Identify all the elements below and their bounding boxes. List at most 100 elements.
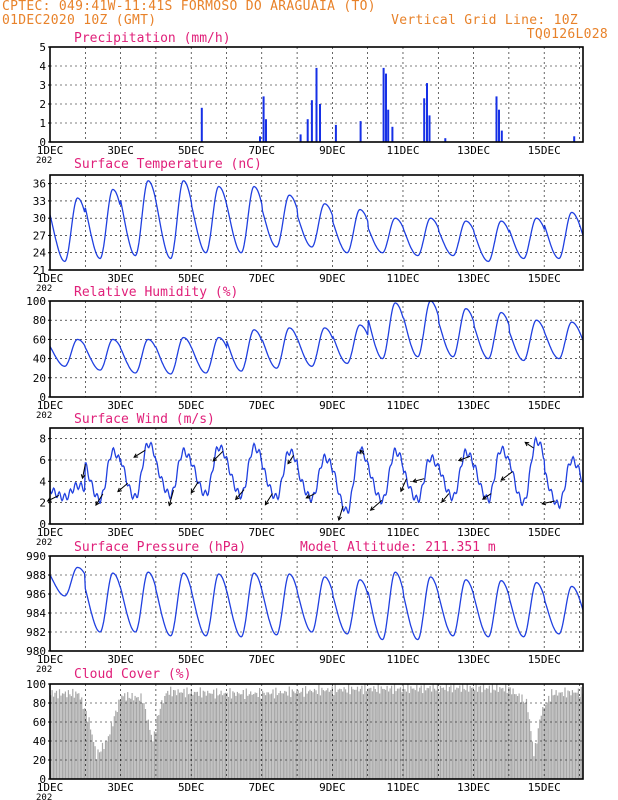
cloud-bar <box>204 691 206 779</box>
cloud-bar <box>97 749 99 779</box>
cloud-bar <box>167 690 169 779</box>
cloud-bar <box>177 689 179 779</box>
header-model-code: TQ0126L028 <box>526 27 608 42</box>
x-tick-label: 7DEC <box>249 272 276 285</box>
cloud-bar <box>153 731 155 779</box>
panel-subtitle: Model Altitude: 211.351 m <box>300 540 496 555</box>
cloud-bar <box>287 695 289 779</box>
cloud-bar <box>297 690 299 779</box>
wind-arrow-head <box>441 497 446 503</box>
cloud-bar <box>349 694 351 779</box>
wind-arrow-shaft <box>482 493 492 500</box>
cloud-cover-bars <box>50 684 584 779</box>
cloud-bar <box>525 698 528 779</box>
wind-arrow-head <box>80 474 86 480</box>
x-tick-label: 1DEC <box>37 781 64 794</box>
panel-4: 0 2 4 6 8 1DEC 3DEC 5DEC 7DEC 9DEC 11DEC 13DEC 15DEC… <box>36 412 584 548</box>
cloud-bar <box>337 689 339 779</box>
cloud-bar <box>81 697 83 779</box>
x-tick-label: 11DEC <box>386 399 419 412</box>
wind-arrow-shaft <box>95 493 104 506</box>
cloud-bar <box>348 684 350 779</box>
cloud-bar <box>425 690 427 779</box>
wind-arrow-head <box>212 456 218 462</box>
cloud-bar <box>196 691 198 779</box>
cloud-bar <box>267 692 270 779</box>
wind-arrow-head <box>411 478 417 483</box>
cloud-bar <box>220 690 222 779</box>
cloud-bar <box>358 691 360 779</box>
cloud-bar <box>560 692 562 779</box>
cloud-bar <box>359 688 361 779</box>
cloud-bar <box>156 715 158 779</box>
cloud-bar <box>382 688 384 779</box>
precip-bar <box>262 96 265 142</box>
x-year-fragment: 202 <box>36 665 52 675</box>
cloud-bar <box>174 690 176 779</box>
wind-arrow-shaft <box>190 481 199 494</box>
cloud-bar <box>118 699 120 779</box>
cloud-bar <box>567 690 569 779</box>
precip-bar <box>391 126 394 142</box>
cloud-bar <box>528 719 531 779</box>
cloud-bar <box>468 691 470 779</box>
cloud-bar <box>485 688 488 779</box>
cloud-bar <box>511 694 513 779</box>
cloud-bar <box>554 694 556 779</box>
cloud-bar <box>362 694 364 779</box>
panel-frame <box>49 555 584 652</box>
cloud-bar <box>552 695 554 779</box>
cloud-bar <box>577 688 579 779</box>
precip-bar <box>428 115 431 142</box>
wind-arrow-head <box>190 488 195 494</box>
panel-frame <box>49 427 584 525</box>
cloud-bar <box>159 708 161 779</box>
wind-arrow-head <box>541 500 547 506</box>
cloud-bar <box>448 686 450 779</box>
cloud-bar <box>173 690 175 779</box>
panel-3: 0 20 40 60 80 100 1DEC 3DEC 5DEC 7DEC 9DEC 11DEC 13D… <box>26 285 584 421</box>
wind-arrow-head <box>287 459 292 465</box>
cloud-bar <box>308 691 310 779</box>
x-tick-label: 3DEC <box>107 781 134 794</box>
cloud-bar <box>579 697 581 779</box>
cloud-bar <box>568 691 571 779</box>
header-date: 01DEC2020 10Z (GMT) <box>2 13 157 28</box>
cloud-bar <box>213 689 215 779</box>
x-tick-label: 13DEC <box>457 781 490 794</box>
cloud-bar <box>306 693 308 779</box>
cloud-bar <box>493 689 495 779</box>
precip-bar <box>426 83 428 142</box>
cloud-bar <box>564 687 566 779</box>
x-tick-label: 9DEC <box>319 653 346 666</box>
cloud-bar <box>222 695 224 779</box>
wind-arrow-shaft <box>306 493 315 499</box>
wind-arrow-shaft <box>400 478 407 492</box>
cloud-bar <box>208 693 210 779</box>
cloud-bar <box>273 698 276 779</box>
cloud-bar <box>285 691 287 779</box>
cloud-bar <box>91 734 93 779</box>
cloud-bar <box>441 688 443 779</box>
cloud-bar <box>355 689 357 779</box>
wind-arrow-head <box>369 506 375 511</box>
panel-title: Cloud Cover (%) <box>74 667 191 682</box>
x-year-fragment: 202 <box>36 284 52 294</box>
y-tick-label: 980 <box>26 645 46 658</box>
cloud-bar <box>214 698 216 779</box>
precip-bar <box>315 67 318 142</box>
cloud-bar <box>324 691 326 779</box>
cloud-bar <box>505 684 507 779</box>
cloud-bar <box>137 697 139 779</box>
cloud-bar <box>542 707 544 779</box>
cloud-bar <box>352 689 354 779</box>
cloud-bar <box>232 691 234 779</box>
cloud-bar <box>251 694 253 779</box>
cloud-bar <box>67 690 69 779</box>
precip-bar <box>319 104 321 142</box>
cloud-bar <box>223 693 225 779</box>
x-year-fragment: 202 <box>36 411 52 421</box>
cloud-bar <box>533 756 535 779</box>
cloud-bar <box>207 690 209 779</box>
cloud-bar <box>187 694 190 779</box>
